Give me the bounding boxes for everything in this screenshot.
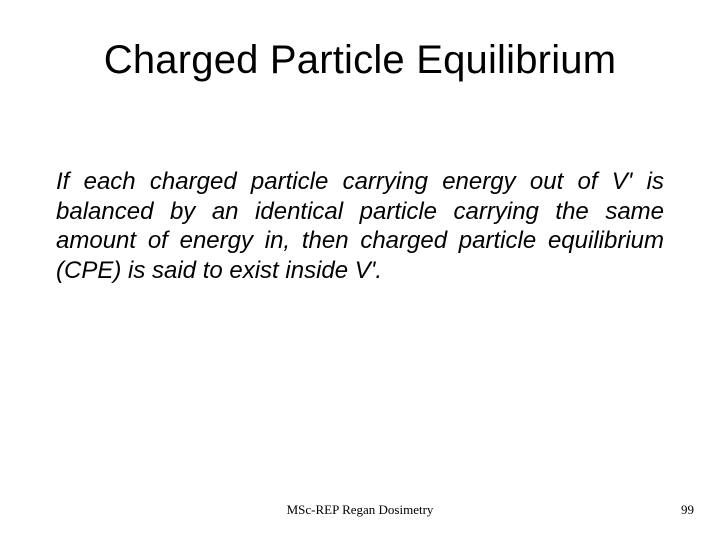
slide: Charged Particle Equilibrium If each cha… — [0, 0, 720, 540]
slide-title: Charged Particle Equilibrium — [0, 38, 720, 83]
page-number: 99 — [681, 502, 694, 518]
footer-center: MSc-REP Regan Dosimetry — [0, 502, 720, 518]
slide-body: If each charged particle carrying energy… — [56, 167, 664, 285]
